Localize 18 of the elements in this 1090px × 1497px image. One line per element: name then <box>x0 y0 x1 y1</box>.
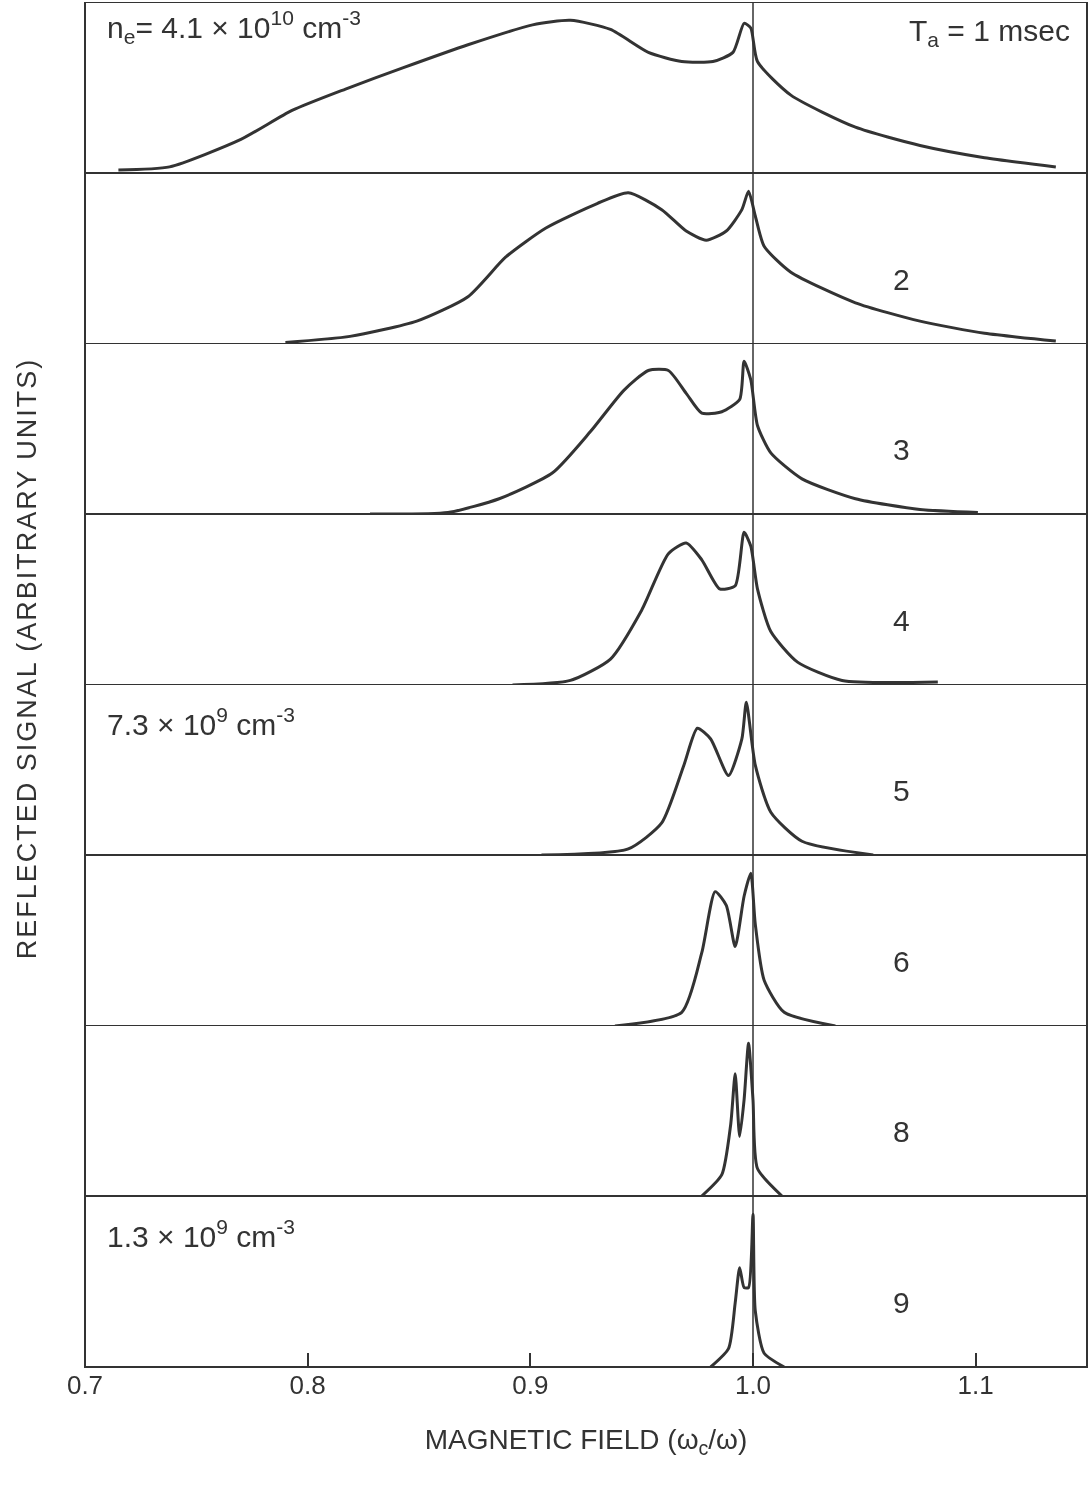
x-axis-title: MAGNETIC FIELD (ω$_{c}$/ω) <box>424 1423 748 1459</box>
annotation: 2 <box>893 262 910 296</box>
annotation: n$_{e}$= 4.1 × 10$^{10}$ cm$^{-3}$ <box>107 6 361 48</box>
annotation: 6 <box>893 944 910 978</box>
x-tick-label: 1.0 <box>734 1369 772 1400</box>
annotation: 3 <box>893 433 910 466</box>
annotation: 1.3 × 10$^{9}$ cm$^{-3}$ <box>107 1214 295 1253</box>
x-tick-label: 1.1 <box>957 1369 994 1400</box>
annotation: 5 <box>893 774 910 807</box>
annotation: T$_{a}$ = 1 msec <box>909 14 1070 52</box>
x-tick-label: 0.8 <box>289 1369 326 1400</box>
x-tick-label: 0.7 <box>66 1369 104 1400</box>
annotation: 9 <box>893 1285 910 1319</box>
y-axis-title: REFLECTED SIGNAL (ARBITRARY UNITS) <box>12 357 44 960</box>
annotation: 4 <box>893 603 910 637</box>
x-tick-label: 0.9 <box>512 1369 549 1400</box>
annotation: 7.3 × 10$^{9}$ cm$^{-3}$ <box>107 703 295 741</box>
annotation: 8 <box>893 1115 910 1148</box>
